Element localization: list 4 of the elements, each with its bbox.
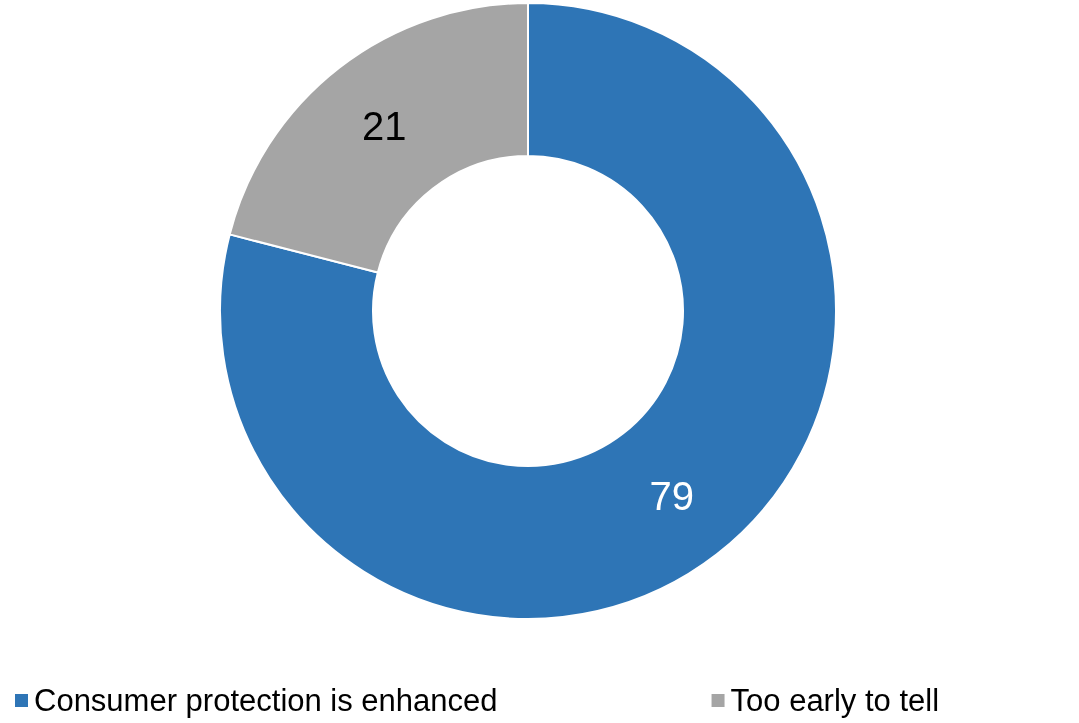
data-label: 21 — [362, 103, 407, 148]
legend-label: Too early to tell — [730, 683, 940, 718]
data-label: 79 — [649, 474, 694, 519]
legend-label: Consumer protection is enhanced — [34, 683, 498, 718]
